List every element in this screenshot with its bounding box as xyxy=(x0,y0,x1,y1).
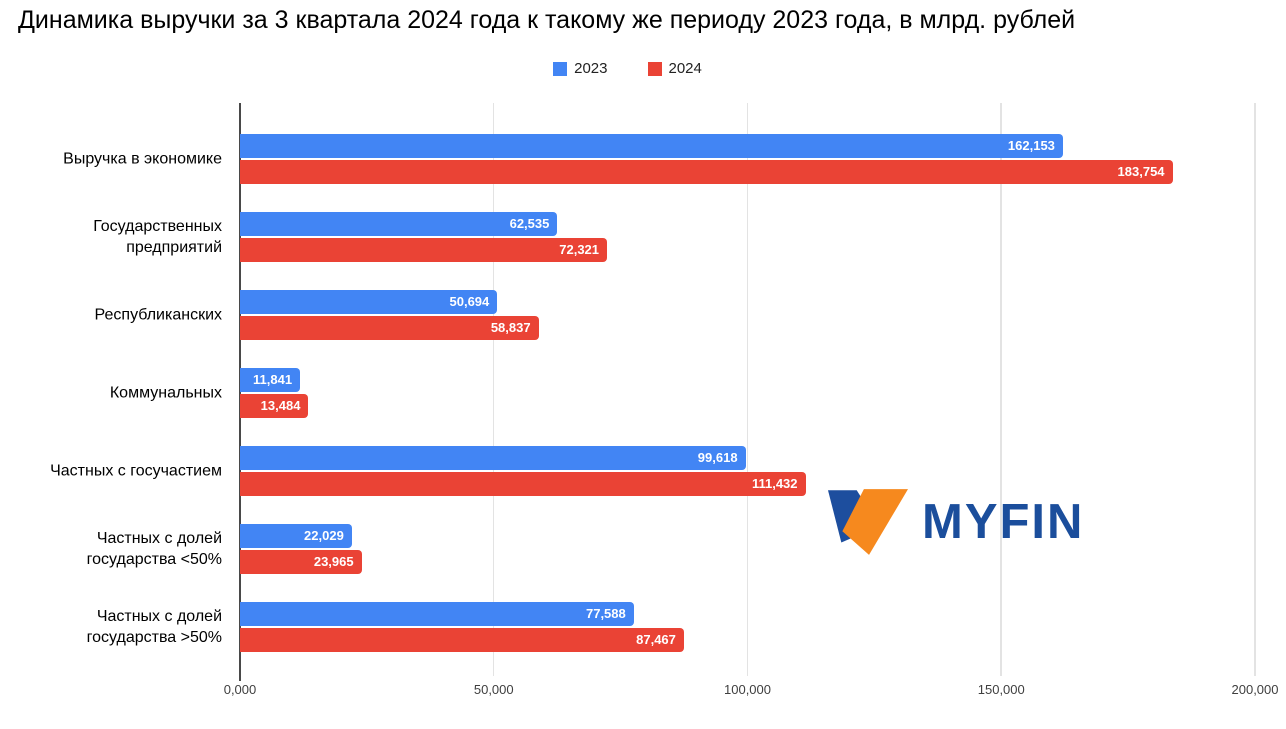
gridline xyxy=(1254,103,1256,676)
category-axis-labels: Выручка в экономике Государственных предп… xyxy=(0,103,231,676)
bar-2023[interactable]: 62,535 xyxy=(240,211,558,236)
category-label: Выручка в экономике xyxy=(63,150,222,167)
bar-value-label: 50,694 xyxy=(449,294,490,309)
myfin-logo: MYFIN xyxy=(828,488,1084,556)
legend-swatch-2024 xyxy=(647,61,662,76)
bar-2024[interactable]: 87,467 xyxy=(240,627,684,652)
x-tick-label: 150,000 xyxy=(977,682,1025,697)
bar-value-label: 87,467 xyxy=(636,632,676,647)
legend-label-2024: 2024 xyxy=(668,60,702,77)
bar-2023[interactable]: 22,029 xyxy=(240,523,352,548)
bar-2023[interactable]: 50,694 xyxy=(240,289,498,314)
gridline xyxy=(492,103,495,676)
legend-item-2023[interactable]: 2023 xyxy=(553,60,608,77)
bar-value-label: 72,321 xyxy=(559,242,600,257)
bar-value-label: 162,153 xyxy=(1007,138,1055,153)
bar-2023[interactable]: 99,618 xyxy=(240,445,746,470)
plot-area: 162,153 183,754 62,535 72,321 50,694 58,837 11… xyxy=(240,103,1256,676)
bar-value-label: 22,029 xyxy=(304,528,344,543)
category-label: Частных с долей государства <50% xyxy=(86,529,222,568)
bar-2024[interactable]: 183,754 xyxy=(240,159,1173,184)
x-tick-label: 50,000 xyxy=(473,682,514,697)
category-label: Коммунальных xyxy=(109,384,222,401)
gridline xyxy=(746,103,748,676)
category-label: Частных с долей государства >50% xyxy=(86,607,222,646)
category-label: Частных с госучастием xyxy=(50,462,222,479)
legend-swatch-2023 xyxy=(553,61,568,76)
category-label: Государственных предприятий xyxy=(93,217,222,256)
bar-value-label: 23,965 xyxy=(313,554,354,569)
bar-value-label: 77,588 xyxy=(585,606,626,621)
category-label: Республиканских xyxy=(94,306,222,323)
value-axis-labels: 0,000 50,000 100,000 150,000 200,000 xyxy=(224,682,1279,700)
legend: 2023 2024 xyxy=(0,60,1255,77)
myfin-logo-text: MYFIN xyxy=(922,494,1085,549)
gridline xyxy=(1000,103,1002,676)
bar-value-label: 58,837 xyxy=(490,320,531,335)
bar-2023[interactable]: 11,841 xyxy=(240,367,301,392)
bar-value-label: 183,754 xyxy=(1117,164,1165,179)
bar-2023[interactable]: 77,588 xyxy=(240,601,634,626)
bar-value-label: 111,432 xyxy=(751,476,798,491)
bar-2024[interactable]: 58,837 xyxy=(240,315,539,340)
bar-2024[interactable]: 72,321 xyxy=(240,237,608,262)
x-tick-label: 0,000 xyxy=(223,682,257,697)
bar-2024[interactable]: 111,432 xyxy=(240,471,806,496)
bar-value-label: 11,841 xyxy=(253,372,293,387)
chart-title: Динамика выручки за 3 квартала 2024 года… xyxy=(18,6,1076,34)
bar-value-label: 99,618 xyxy=(697,450,738,465)
bar-2023[interactable]: 162,153 xyxy=(240,133,1063,158)
bar-value-label: 62,535 xyxy=(509,216,550,231)
bar-2024[interactable]: 13,484 xyxy=(240,393,309,418)
legend-item-2024[interactable]: 2024 xyxy=(647,60,702,77)
myfin-logo-mark xyxy=(828,489,908,555)
bar-value-label: 13,484 xyxy=(260,398,301,413)
y-axis-line xyxy=(239,103,241,681)
x-tick-label: 100,000 xyxy=(724,682,771,697)
x-tick-label: 200,000 xyxy=(1231,682,1279,697)
bar-2024[interactable]: 23,965 xyxy=(240,549,362,574)
legend-label-2023: 2023 xyxy=(574,60,608,77)
